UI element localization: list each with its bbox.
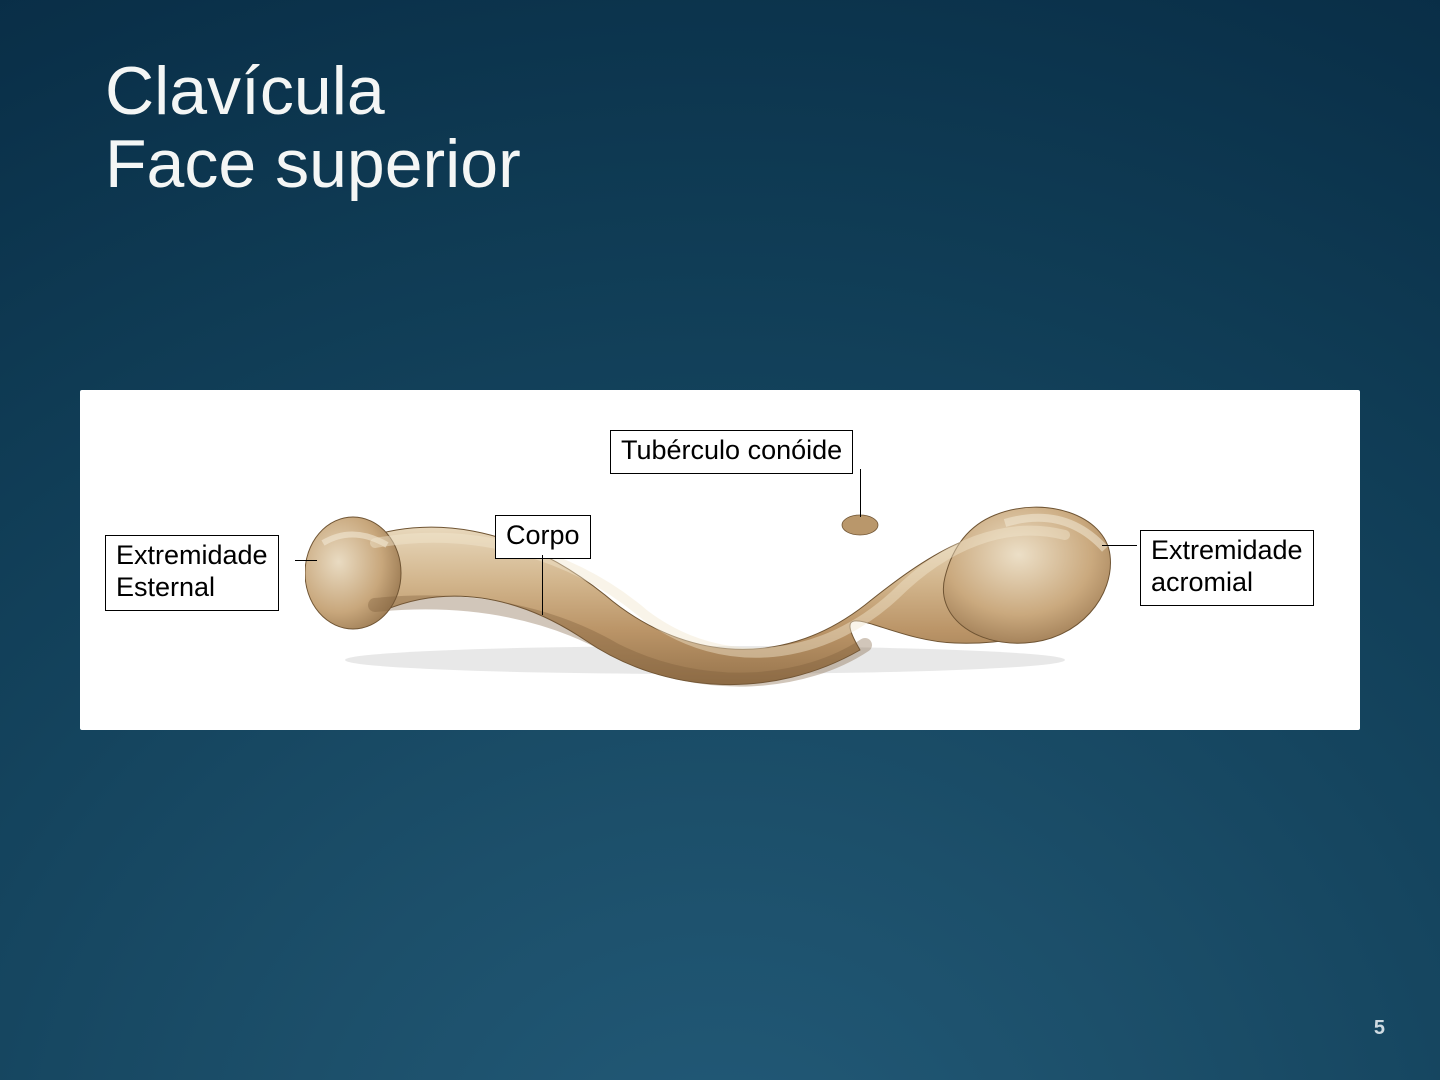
page-number: 5 [1374,1017,1385,1040]
leader-tuberculo-conoide [860,469,861,517]
label-extremidade-acromial: Extremidade acromial [1140,530,1314,606]
slide-title-line1: Clavícula [105,55,521,128]
leader-corpo [542,555,543,615]
bone-conoid-tubercle [842,515,878,535]
label-corpo: Corpo [495,515,591,559]
diagram-panel: Extremidade Esternal Corpo Tubérculo con… [80,390,1360,730]
slide-title-block: Clavícula Face superior [105,55,521,202]
slide-title-line2: Face superior [105,128,521,201]
label-extremidade-esternal: Extremidade Esternal [105,535,279,611]
leader-extremidade-acromial [1102,545,1137,546]
label-tuberculo-conoide: Tubérculo conóide [610,430,853,474]
bone-illustration [305,445,1115,695]
leader-extremidade-esternal [295,560,317,561]
